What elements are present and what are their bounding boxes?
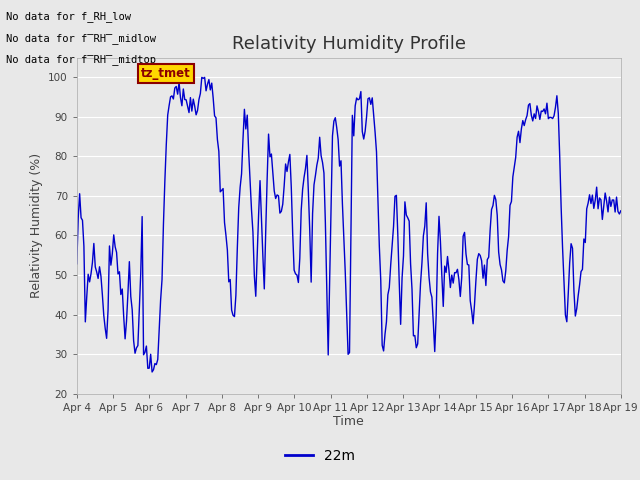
X-axis label: Time: Time — [333, 415, 364, 429]
Text: No data for f̅RH̅_midlow: No data for f̅RH̅_midlow — [6, 33, 156, 44]
Y-axis label: Relativity Humidity (%): Relativity Humidity (%) — [29, 153, 43, 298]
Text: tz_tmet: tz_tmet — [141, 67, 191, 80]
Text: No data for f̅RH̅_midtop: No data for f̅RH̅_midtop — [6, 54, 156, 65]
Legend: 22m: 22m — [280, 443, 360, 468]
Text: No data for f_RH_low: No data for f_RH_low — [6, 11, 131, 22]
Title: Relativity Humidity Profile: Relativity Humidity Profile — [232, 35, 466, 53]
